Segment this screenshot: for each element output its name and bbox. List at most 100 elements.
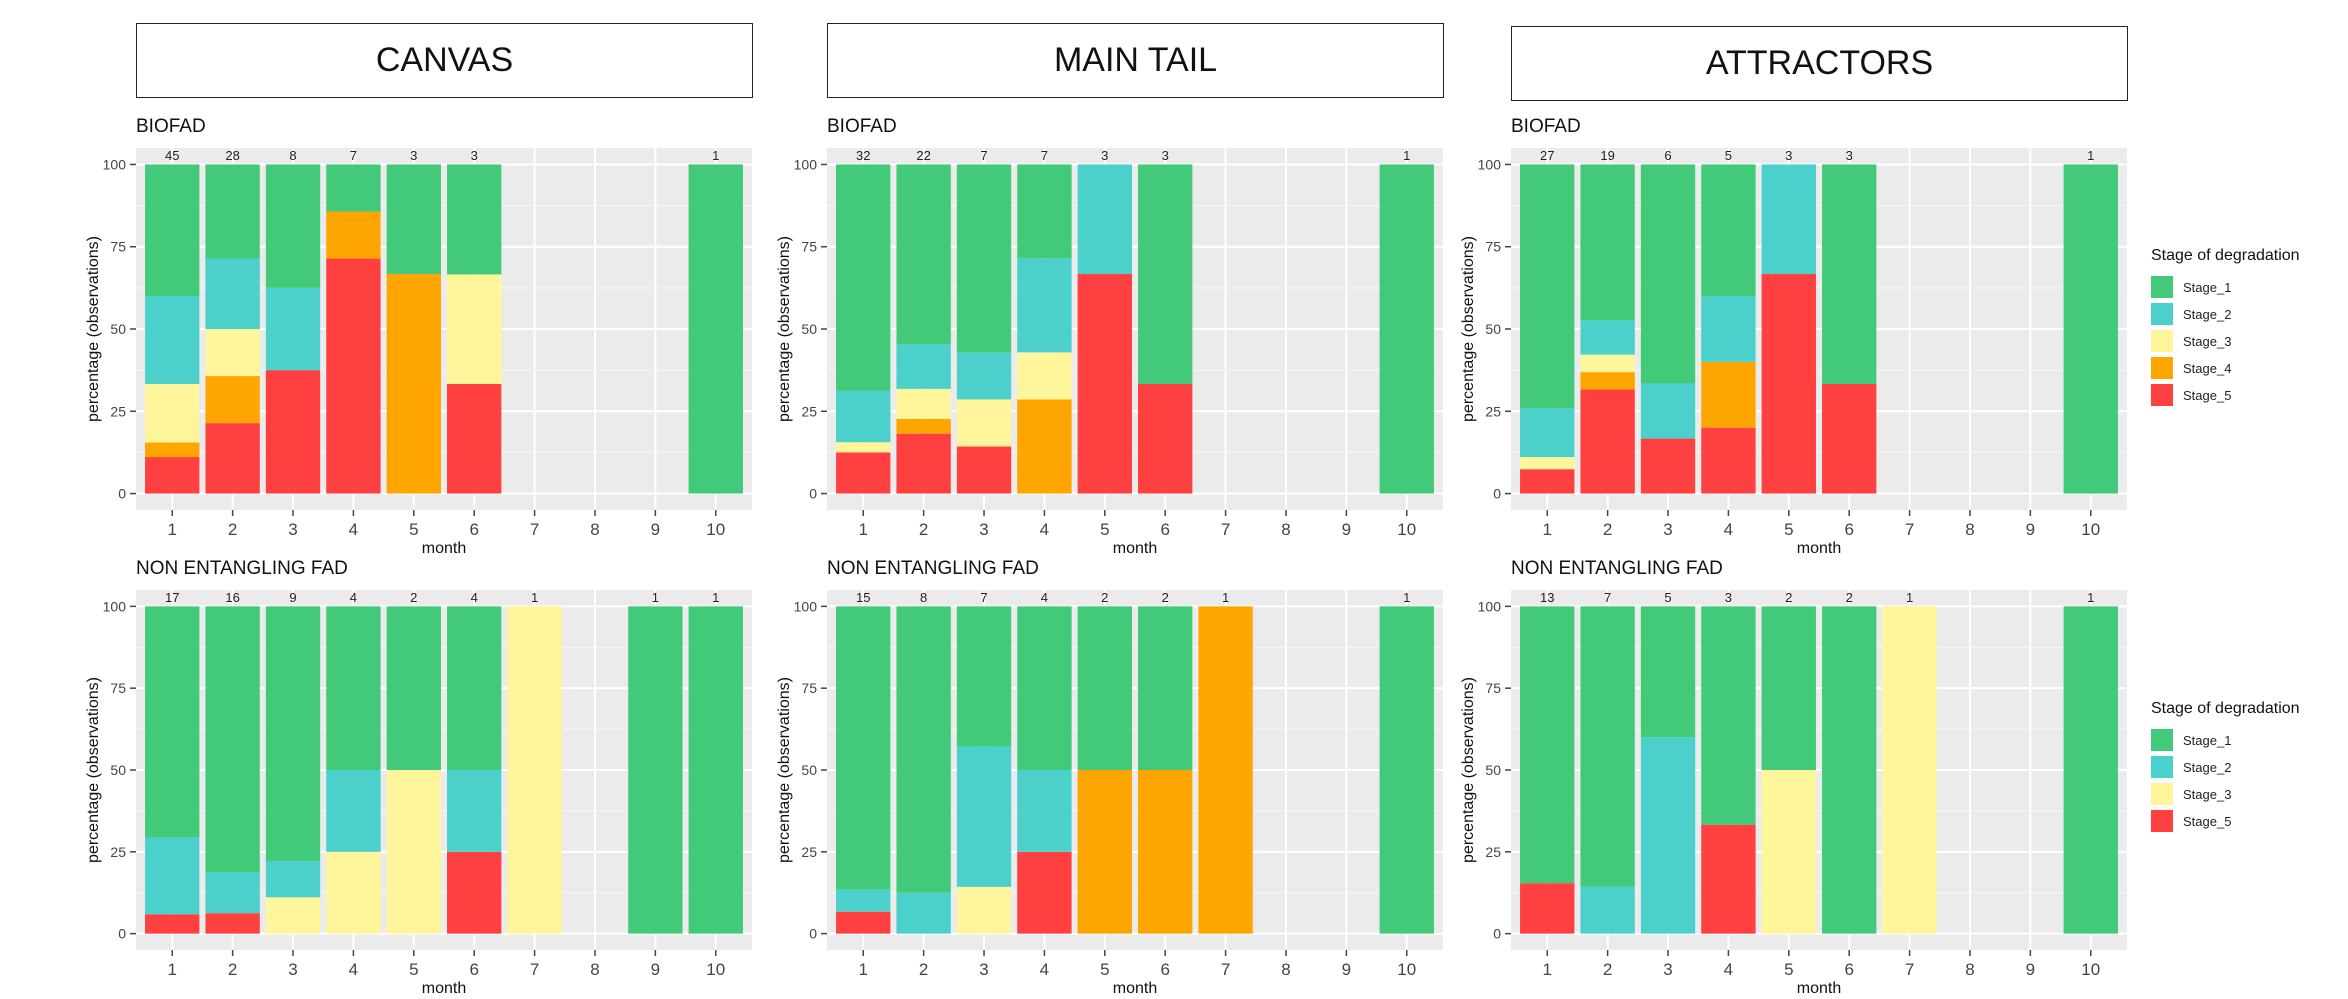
bar-count-label: 8 <box>920 590 927 605</box>
bar-segment-stage-3 <box>447 274 502 384</box>
legend-bottom-swatch-stage-5 <box>2151 810 2173 832</box>
y-axis-label: percentage (observations) <box>85 677 102 863</box>
y-tick-label: 0 <box>809 926 817 942</box>
bar-count-label: 19 <box>1600 148 1614 163</box>
x-tick-label: 10 <box>1397 960 1416 979</box>
bar-segment-stage-2 <box>1761 164 1816 275</box>
x-tick-label: 6 <box>1844 960 1853 979</box>
bar-segment-stage-3 <box>956 399 1012 447</box>
bar-segment-stage-1 <box>1701 606 1756 825</box>
y-tick-label: 100 <box>103 598 127 614</box>
column-header-label: MAIN TAIL <box>1053 41 1218 79</box>
y-tick-label: 75 <box>110 680 126 696</box>
x-tick-label: 6 <box>469 520 478 539</box>
y-tick-label: 25 <box>801 844 817 860</box>
x-tick-label: 3 <box>288 520 297 539</box>
bar-segment-stage-4 <box>1077 770 1132 934</box>
bar-segment-stage-1 <box>1138 164 1193 384</box>
bar-count-label: 13 <box>1540 590 1554 605</box>
y-tick-label: 75 <box>110 239 126 255</box>
bar-segment-stage-3 <box>386 770 441 934</box>
bar-segment-stage-1 <box>2063 606 2118 934</box>
bar-segment-stage-5 <box>1520 883 1575 934</box>
bar-segment-stage-1 <box>1822 606 1877 934</box>
bar-segment-stage-5 <box>205 423 260 494</box>
bar-segment-stage-2 <box>326 770 381 852</box>
bar-segment-stage-1 <box>1017 606 1072 770</box>
x-axis-label: month <box>422 980 466 997</box>
bar-segment-stage-1 <box>1520 606 1575 884</box>
y-tick-label: 100 <box>1478 156 1502 172</box>
y-tick-label: 50 <box>110 321 126 337</box>
y-axis-label: percentage (observations) <box>1460 236 1477 422</box>
bar-count-label: 17 <box>165 590 179 605</box>
bar-segment-stage-1 <box>447 606 502 770</box>
bar-segment-stage-1 <box>956 606 1012 747</box>
bar-count-label: 4 <box>350 590 357 605</box>
bar-count-label: 1 <box>712 148 719 163</box>
column-header-main-tail: MAIN TAIL <box>827 23 1444 98</box>
bar-count-label: 15 <box>856 590 870 605</box>
column-header-attractors: ATTRACTORS <box>1511 26 2128 101</box>
x-tick-label: 2 <box>1603 960 1612 979</box>
bar-segment-stage-5 <box>896 433 951 494</box>
x-tick-label: 10 <box>2081 520 2100 539</box>
legend-bottom-label: Stage_1 <box>2183 733 2231 748</box>
y-tick-label: 100 <box>103 156 127 172</box>
bar-count-label: 1 <box>1403 590 1410 605</box>
bar-count-label: 2 <box>1101 590 1108 605</box>
legend-bottom-swatch-stage-1 <box>2151 729 2173 751</box>
x-tick-label: 7 <box>530 960 539 979</box>
bar-segment-stage-2 <box>1640 737 1696 934</box>
bar-segment-stage-1 <box>1520 164 1575 409</box>
x-tick-label: 7 <box>1905 960 1914 979</box>
x-tick-label: 4 <box>1724 520 1733 539</box>
bar-count-label: 9 <box>289 590 296 605</box>
bar-segment-stage-4 <box>326 211 381 259</box>
x-tick-label: 5 <box>1100 520 1109 539</box>
legend-bottom-label: Stage_3 <box>2183 787 2231 802</box>
x-tick-label: 9 <box>651 520 660 539</box>
bar-segment-stage-1 <box>956 164 1012 353</box>
x-tick-label: 8 <box>1965 960 1974 979</box>
x-tick-label: 3 <box>979 520 988 539</box>
bar-segment-stage-1 <box>1379 164 1434 494</box>
bar-segment-stage-3 <box>265 897 321 934</box>
bar-segment-stage-1 <box>1761 606 1816 770</box>
bar-segment-stage-2 <box>836 889 891 912</box>
bar-segment-stage-2 <box>1017 770 1072 852</box>
column-header-canvas: CANVAS <box>136 23 753 98</box>
bar-segment-stage-3 <box>205 329 260 377</box>
bar-segment-stage-2 <box>896 344 951 389</box>
bar-segment-stage-1 <box>145 164 200 297</box>
bar-segment-stage-1 <box>836 606 891 890</box>
y-tick-label: 0 <box>118 926 126 942</box>
x-tick-label: 2 <box>919 520 928 539</box>
bar-segment-stage-1 <box>1138 606 1193 770</box>
bar-count-label: 7 <box>1041 148 1048 163</box>
bar-segment-stage-2 <box>956 746 1012 887</box>
legend-top-swatch-stage-2 <box>2151 303 2173 325</box>
y-tick-label: 0 <box>118 486 126 502</box>
bar-segment-stage-5 <box>145 457 200 494</box>
bar-segment-stage-5 <box>1761 274 1816 494</box>
x-tick-label: 3 <box>288 960 297 979</box>
bar-segment-stage-1 <box>1580 164 1635 321</box>
bar-segment-stage-1 <box>326 164 381 212</box>
bar-segment-stage-4 <box>1198 606 1253 934</box>
x-tick-label: 9 <box>2026 960 2035 979</box>
bar-segment-stage-5 <box>447 383 502 494</box>
x-tick-label: 9 <box>2026 520 2035 539</box>
bar-segment-stage-1 <box>1640 606 1696 738</box>
bar-count-label: 3 <box>410 148 417 163</box>
bar-segment-stage-2 <box>836 390 891 443</box>
bar-segment-stage-4 <box>1138 770 1193 934</box>
bar-segment-stage-4 <box>1580 372 1635 390</box>
x-tick-label: 6 <box>1160 960 1169 979</box>
y-axis-label: percentage (observations) <box>85 236 102 422</box>
y-axis-label: percentage (observations) <box>776 677 793 863</box>
legend-bottom-swatch-stage-3 <box>2151 783 2173 805</box>
bar-segment-stage-1 <box>265 164 321 288</box>
bar-count-label: 1 <box>1906 590 1913 605</box>
